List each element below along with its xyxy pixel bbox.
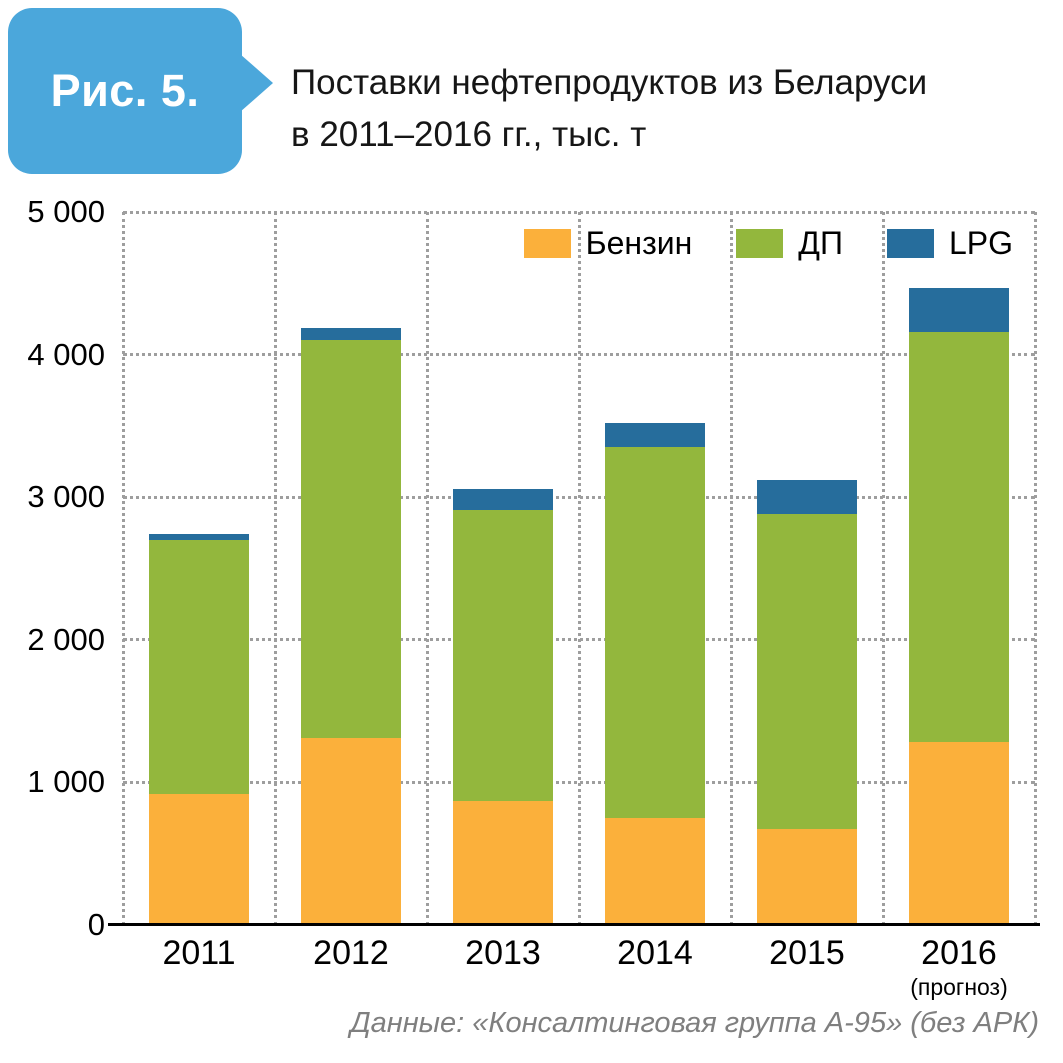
legend-item: Бензин: [523, 225, 693, 262]
bar-segment-lpg: [453, 488, 553, 511]
x-axis-label-text: 2016: [921, 934, 997, 972]
bar-segment-дп: [757, 514, 857, 830]
x-axis-label: 2016 (прогноз): [883, 934, 1035, 1001]
x-axis-label-text: 2012: [313, 934, 389, 972]
legend-label: LPG: [948, 225, 1013, 261]
bar-segment-дп: [605, 447, 705, 819]
bar-segment-lpg: [605, 423, 705, 448]
bar-segment-lpg: [909, 287, 1009, 332]
x-axis-label: 2015: [731, 934, 883, 973]
x-axis-line: [108, 923, 1040, 926]
bar-segment-бензин: [149, 793, 249, 925]
y-tick-label: 0: [87, 907, 105, 942]
legend-label: ДП: [798, 225, 843, 261]
x-axis-sublabel: (прогноз): [910, 974, 1008, 1000]
legend-item: ДП: [736, 225, 843, 262]
legend-swatch: [736, 229, 784, 258]
y-axis-tick-labels: 0 1 000 2 000 3 000 4 000 5 000: [0, 194, 113, 942]
y-tick-label: 1 000: [27, 764, 105, 800]
v-gridline: [425, 212, 429, 925]
bar-segment-дп: [909, 331, 1009, 743]
v-gridline: [1033, 212, 1037, 925]
chart-title-line2: в 2011–2016 гг., тыс. т: [291, 115, 647, 155]
v-gridline: [729, 212, 733, 925]
plot-area: Бензин ДП LPG: [121, 210, 1037, 925]
y-tick-label: 4 000: [27, 336, 105, 372]
bar-segment-lpg: [301, 327, 401, 341]
x-axis-label: 2013: [427, 934, 579, 973]
v-gridline: [273, 212, 277, 925]
legend-item: LPG: [886, 225, 1013, 262]
x-axis-label: 2014: [579, 934, 731, 973]
v-gridline: [881, 212, 885, 925]
figure-number-label: Рис. 5.: [50, 65, 200, 116]
x-axis-labels: 2011 2012 2013 2014 2015 2016 (прогноз): [123, 934, 1035, 1014]
bar-segment-дп: [301, 340, 401, 739]
legend-label: Бензин: [585, 225, 693, 261]
y-tick-label: 2 000: [27, 621, 105, 657]
x-axis-label: 2012: [275, 934, 427, 973]
x-axis-label-text: 2014: [617, 934, 693, 972]
x-axis-label: 2011: [123, 934, 275, 973]
bar-segment-бензин: [757, 829, 857, 925]
v-gridline: [121, 212, 125, 925]
figure-number-badge: Рис. 5.: [8, 8, 273, 174]
chart-title-line1: Поставки нефтепродуктов из Беларуси: [291, 63, 928, 103]
v-gridline: [577, 212, 581, 925]
legend: Бензин ДП LPG: [523, 225, 1013, 262]
bar-segment-бензин: [605, 818, 705, 925]
legend-swatch: [523, 229, 571, 258]
x-axis-label-text: 2015: [769, 934, 845, 972]
bar-segment-бензин: [301, 738, 401, 925]
bar-segment-дп: [149, 540, 249, 794]
y-tick-label: 5 000: [27, 194, 105, 229]
x-axis-label-text: 2011: [162, 934, 236, 972]
legend-swatch: [886, 229, 934, 258]
bar-segment-lpg: [149, 534, 249, 540]
chart-title: Поставки нефтепродуктов из Беларуси в 20…: [291, 57, 927, 161]
bar-segment-бензин: [909, 742, 1009, 925]
x-axis-label-text: 2013: [465, 934, 541, 972]
bar-segment-lpg: [757, 480, 857, 515]
source-note: Данные: «Консалтинговая группа А-95» (бе…: [350, 1007, 1039, 1039]
y-tick-label: 3 000: [27, 479, 105, 515]
bar-segment-бензин: [453, 800, 553, 925]
bar-segment-дп: [453, 510, 553, 801]
